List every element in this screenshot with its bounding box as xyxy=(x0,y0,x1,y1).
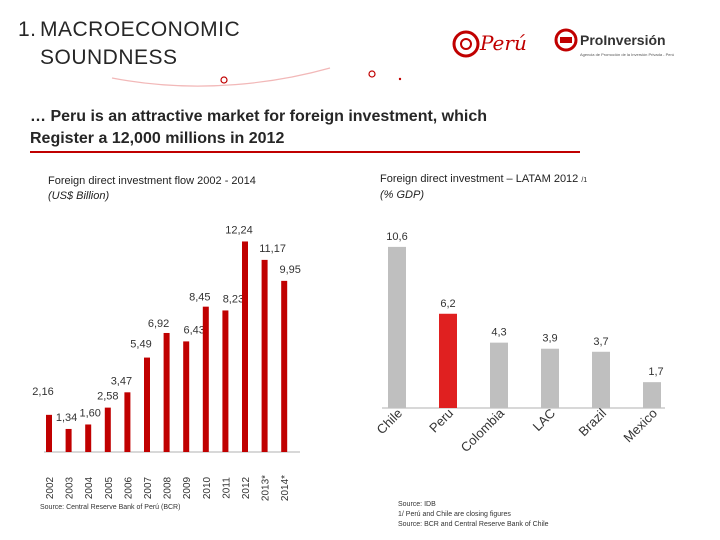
left-chart-unit: (US$ Billion) xyxy=(48,190,110,202)
peru-logo-text: Perú xyxy=(479,31,527,55)
fdi-bar xyxy=(46,414,52,452)
fdi-bar xyxy=(163,332,170,452)
fdi-bar xyxy=(124,392,131,452)
fdi-data-label: 6,92 xyxy=(148,318,169,330)
right-chart-source: Source: IDB 1/ Perú and Chile are closin… xyxy=(398,500,549,530)
fdi-data-label: 11,17 xyxy=(259,243,286,255)
left-chart-title-text: Foreign direct investment flow 2002 - 20… xyxy=(48,175,256,187)
fdi-bar xyxy=(104,407,111,452)
right-source-line-2: 1/ Perú and Chile are closing figures xyxy=(398,511,511,518)
logos: Perú ProInversión Agencia de Promoción d… xyxy=(452,28,674,58)
fdi-tick-label: 2006 xyxy=(123,476,134,499)
latam-bar xyxy=(490,342,508,408)
fdi-tick-label: 2013* xyxy=(261,475,272,501)
left-chart-title: Foreign direct investment flow 2002 - 20… xyxy=(48,174,256,204)
latam-data-label: 6,2 xyxy=(440,298,455,310)
latam-data-label: 3,7 xyxy=(593,336,608,348)
fdi-tick-label: 2004 xyxy=(84,476,95,499)
latam-bar xyxy=(541,348,559,408)
fdi-tick-label: 2002 xyxy=(45,476,56,499)
latam-tick-label: Brazil xyxy=(576,405,610,439)
latam-data-label: 10,6 xyxy=(386,231,407,243)
latam-bar xyxy=(388,246,406,408)
fdi-tick-label: 2005 xyxy=(104,476,115,499)
fdi-bar xyxy=(281,280,288,452)
latam-data-label: 4,3 xyxy=(491,327,506,339)
fdi-bar xyxy=(65,428,72,452)
latam-tick-label: LAC xyxy=(530,406,558,434)
fdi-data-label: 6,43 xyxy=(183,324,204,336)
right-chart-title-text: Foreign direct investment – LATAM 2012 xyxy=(380,173,579,185)
fdi-bar xyxy=(183,341,190,452)
fdi-data-label: 3,47 xyxy=(111,375,132,387)
section-number: 1. xyxy=(18,18,37,41)
fdi-tick-label: 2009 xyxy=(182,476,193,499)
latam-bar xyxy=(592,351,610,408)
fdi-bar xyxy=(144,357,150,452)
fdi-data-label: 2,58 xyxy=(97,391,118,403)
subtitle: … Peru is an attractive market for forei… xyxy=(30,106,590,150)
fdi-tick-label: 2010 xyxy=(202,476,213,499)
fdi-data-label: 1,34 xyxy=(56,412,77,424)
proinversion-logo-text: ProInversión xyxy=(580,32,666,48)
fdi-data-label: 2,16 xyxy=(32,386,53,398)
title-line-2: SOUNDNESS xyxy=(40,46,178,69)
fdi-bar xyxy=(261,259,268,452)
title-line-1: MACROECONOMIC xyxy=(40,18,241,41)
peru-logo: Perú xyxy=(452,30,527,58)
fdi-data-label: 5,49 xyxy=(130,339,151,351)
latam-data-label: 3,9 xyxy=(542,333,557,345)
fdi-bar xyxy=(202,306,209,452)
subtitle-line-2: Register a 12,000 millions in 2012 xyxy=(30,130,285,147)
latam-bar xyxy=(439,313,457,408)
proinversion-logo: ProInversión Agencia de Promoción de la … xyxy=(554,28,674,57)
latam-tick-label: Mexico xyxy=(620,406,660,446)
right-source-line-3: Source: BCR and Central Reserve Bank of … xyxy=(398,521,549,528)
fdi-data-label: 1,60 xyxy=(79,407,100,419)
right-chart-unit: (% GDP) xyxy=(380,189,424,201)
latam-bar xyxy=(643,382,661,408)
fdi-data-label: 8,45 xyxy=(189,292,210,304)
latam-tick-label: Colombia xyxy=(458,405,508,455)
fdi-tick-label: 2007 xyxy=(143,476,154,499)
fdi-bar xyxy=(222,310,229,452)
fdi-tick-label: 2008 xyxy=(163,476,174,499)
fdi-data-label: 12,24 xyxy=(225,224,253,236)
fdi-tick-label: 2012 xyxy=(241,476,252,499)
fdi-tick-label: 2003 xyxy=(65,476,76,499)
fdi-bar xyxy=(85,424,92,452)
left-chart-source: Source: Central Reserve Bank of Perú (BC… xyxy=(40,504,181,511)
subtitle-underline xyxy=(30,151,580,153)
fdi-bar xyxy=(242,241,248,452)
latam-tick-label: Peru xyxy=(426,406,456,436)
subtitle-line-1: … Peru is an attractive market for forei… xyxy=(30,108,488,125)
proinversion-tagline: Agencia de Promoción de la Inversión Pri… xyxy=(580,52,674,57)
right-source-line-1: Source: IDB xyxy=(398,501,436,508)
fdi-data-label: 8,23 xyxy=(223,293,244,305)
fdi-tick-label: 2014* xyxy=(280,475,291,501)
right-chart-footnote: /1 xyxy=(581,177,588,184)
right-chart-title: Foreign direct investment – LATAM 2012 /… xyxy=(380,172,587,203)
fdi-tick-label: 2011 xyxy=(221,477,232,499)
latam-tick-label: Chile xyxy=(374,406,406,438)
latam-data-label: 1,7 xyxy=(648,366,663,378)
page-title: 1. MACROECONOMIC SOUNDNESS xyxy=(18,16,240,72)
fdi-data-label: 9,95 xyxy=(279,264,300,276)
